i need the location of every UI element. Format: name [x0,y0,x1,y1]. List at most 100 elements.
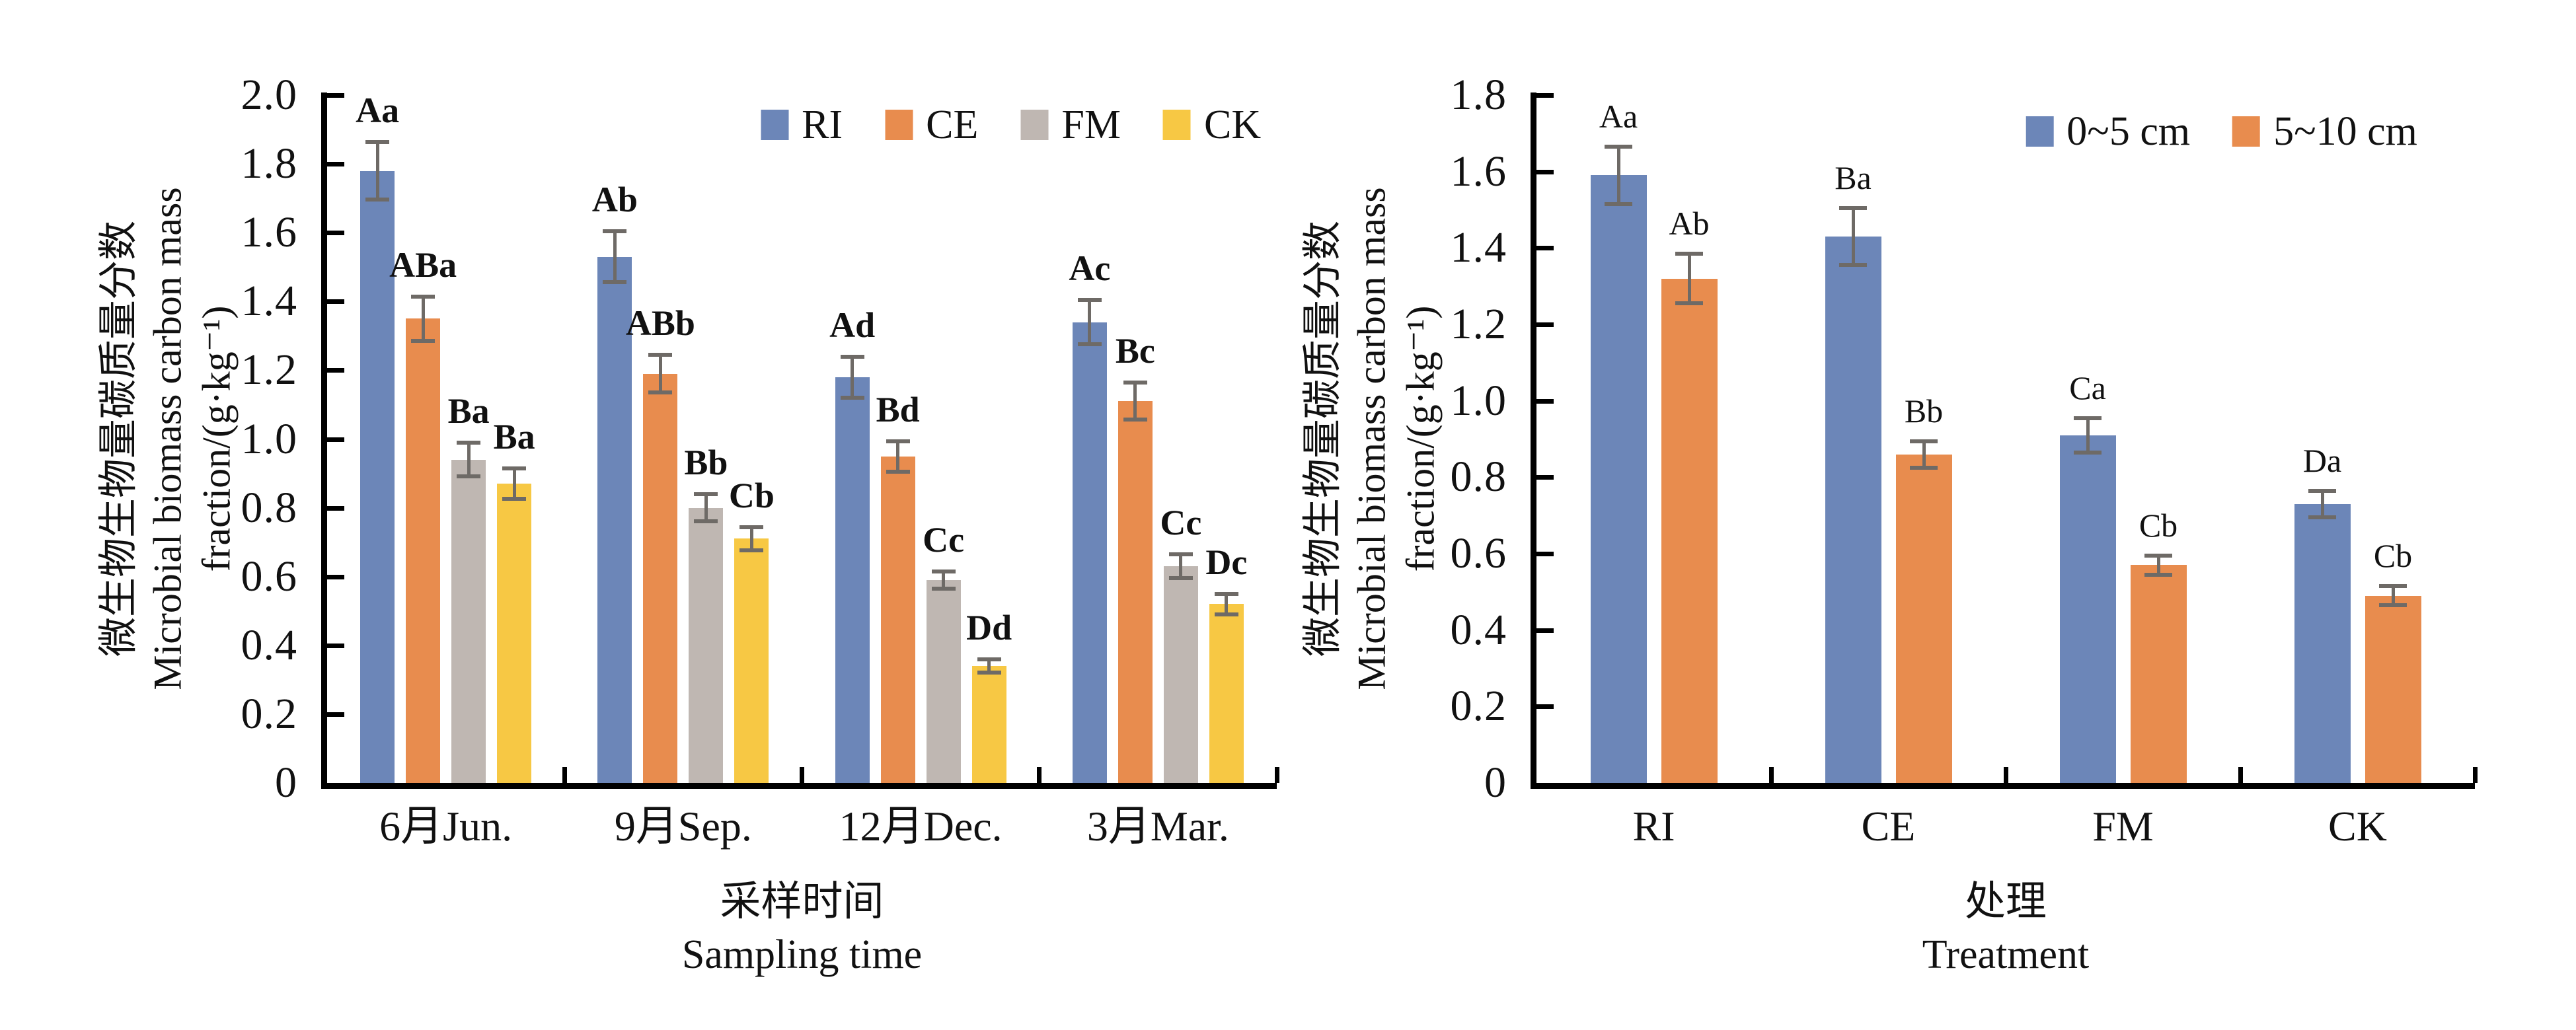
left-chart-panel: 微生物生物量碳质量分数 Microbial biomass carbon mas… [96,73,1279,977]
error-bar-line [2086,416,2090,455]
y-tick [327,505,344,511]
error-bar-cap-bottom [694,519,718,524]
y-tick [1536,552,1554,556]
error-bar-line [987,657,991,675]
y-axis-title-en: Microbial biomass carbon mass [1349,187,1394,690]
error-bar-cap-bottom [1168,575,1193,580]
y-tick-label: 0.4 [1450,605,1507,654]
y-tick [327,643,344,648]
y-tick [327,299,344,305]
legend-label: 0~5 cm [2066,109,2191,154]
legend-item: 0~5 cm [2026,111,2190,152]
legend-item: RI [761,104,843,145]
right-y-axis-title: 微生物生物量碳质量分数 Microbial biomass carbon mas… [1296,95,1448,783]
significance-label: Ba [1835,159,1872,196]
error-bar-cap-top [1910,439,1938,443]
error-bar-line [2391,584,2395,607]
x-category-label: 9月Sep. [614,803,752,850]
y-tick-label: 0.8 [241,483,297,532]
error-bar [2308,488,2336,519]
x-category-label: 12月Dec. [839,803,1003,850]
y-axis-title-unit: fraction/(g·kg⁻¹) [1398,305,1443,572]
y-tick-label: 0.6 [241,552,297,601]
legend: 0~5 cm 5~10 cm [2026,111,2417,152]
error-bar [502,466,527,501]
y-tick [1536,398,1554,404]
y-tick-label: 1.6 [241,208,297,257]
y-tick-label: 1.4 [1450,223,1507,272]
error-bar-line [1851,205,1855,268]
significance-label: Cb [728,475,775,515]
y-axis-line [1531,92,1536,789]
error-bar-line [375,139,379,202]
y-tick-label: 0.6 [1450,529,1507,577]
x-axis-title-en: Treatment [1922,932,2090,977]
legend-label: 5~10 cm [2273,109,2417,154]
significance-label: Ba [493,417,535,457]
bar [451,459,486,783]
x-category-label: FM [2092,803,2154,850]
y-tick-label: 1.4 [241,277,297,326]
y-tick-label: 0 [275,758,297,807]
error-bar [1168,552,1193,580]
error-bar [411,294,436,343]
y-axis-title-zh: 微生物生物量碳质量分数 [96,221,141,657]
y-tick [1536,93,1554,98]
significance-label: Da [2302,441,2342,479]
error-bar-cap-top [2308,488,2336,493]
x-tick [1037,767,1042,783]
bar [597,256,632,783]
error-bar [2074,416,2102,455]
error-bar-line [704,492,708,524]
bar [1661,278,1718,783]
error-bar-cap-top [931,570,956,574]
error-bar [1077,298,1102,346]
error-bar-cap-top [2144,554,2172,558]
legend-swatch [1162,110,1191,140]
legend-swatch [761,110,789,140]
y-tick [327,368,344,373]
right-plot-area: 0 0.2 0.4 0.6 0.8 1.0 1.2 1.4 1.6 1.8 RI CE FM CK Aa Ba… [1451,73,2478,848]
x-axis-line [1531,783,2475,789]
error-bar [1675,252,1703,306]
x-category-label: RI [1632,803,1675,850]
error-bar-cap-bottom [648,390,673,394]
bar [734,538,769,783]
significance-label: Aa [1599,98,1638,135]
bar [497,484,532,783]
significance-label: ABa [389,244,457,285]
error-bar [648,353,673,394]
significance-label: Cc [923,520,965,560]
significance-label: Cb [2373,537,2413,575]
error-bar [694,492,718,524]
legend-swatch [885,110,913,140]
error-bar [2144,554,2172,577]
x-category-label: CE [1861,803,1916,850]
error-bar-cap-top [457,441,481,445]
x-axis-title-en: Sampling time [681,932,923,977]
significance-label: Bb [684,443,728,483]
bar [880,456,915,783]
error-bar [1839,205,1867,268]
significance-label: Bc [1115,331,1155,371]
error-bar-cap-top [2074,416,2102,420]
error-bar-cap-top [840,354,864,359]
error-bar-cap-top [694,492,718,497]
error-bar [2379,584,2407,607]
error-bar-cap-bottom [1123,418,1147,422]
legend-swatch [2232,116,2261,147]
significance-label: Cc [1160,503,1202,543]
error-bar-cap-bottom [840,395,864,400]
y-tick-label: 0.8 [1450,453,1507,501]
error-bar-line [942,570,946,591]
x-tick [1274,767,1279,783]
bar [971,666,1006,783]
bar [689,507,724,783]
error-bar-cap-top [886,439,910,443]
error-bar [603,229,627,285]
legend-item: 5~10 cm [2232,111,2417,152]
significance-label: Dd [966,608,1012,648]
bar [2294,503,2351,783]
bar [2365,595,2421,783]
